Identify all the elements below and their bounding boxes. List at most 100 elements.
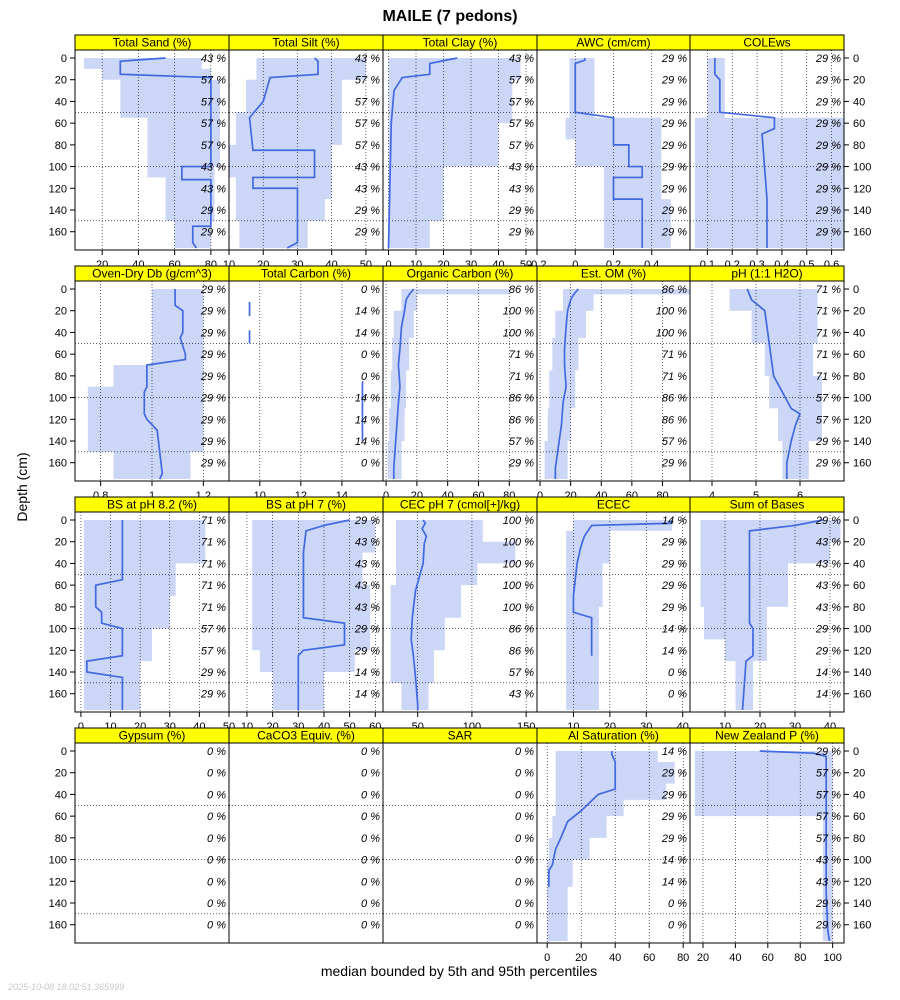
y-tick-label: 60 (853, 118, 865, 130)
pct-label: 43 % (201, 162, 226, 174)
y-tick-label: 0 (853, 746, 859, 758)
pct-label: 29 % (661, 458, 687, 470)
x-tick-label: 0 (544, 952, 550, 964)
pct-label: 0 % (515, 768, 534, 780)
panel-18-strip-label: Al Saturation (%) (568, 729, 659, 743)
y-tick-label: 0 (853, 284, 859, 296)
pct-label: 29 % (661, 537, 687, 549)
panel-18: Al Saturation (%)14 %29 %29 %29 %29 %14 … (536, 727, 691, 964)
panel-13-percentile-band (566, 520, 672, 710)
pct-label: 0 % (361, 898, 380, 910)
y-tick-label: 160 (49, 689, 67, 701)
panel-10-percentile-band (83, 520, 206, 710)
pct-label: 29 % (661, 162, 687, 174)
panel-11: BS at pH 7 (%) 29 % 43 % 43 % 43 % 43 % 29 % 29… (228, 496, 384, 733)
panel-14: Sum of Bases 29 % 43 % 43 % 43 % 43 % 29 % 29 %… (689, 496, 871, 733)
pct-label: 71 % (201, 580, 226, 592)
y-tick-label: 120 (49, 876, 67, 888)
panel-8-strip-label: Est. OM (%) (581, 267, 646, 281)
y-tick-label: 100 (853, 624, 871, 636)
panel-0-median-line (119, 57, 212, 249)
pct-label: 14 % (816, 667, 841, 679)
pct-label: 43 % (355, 162, 380, 174)
pct-label: 29 % (661, 602, 687, 614)
panel-19-median-line (759, 750, 831, 942)
y-tick-label: 0 (61, 53, 67, 65)
pct-label: 86 % (662, 414, 687, 426)
panel-5: Oven-Dry Db (g/cm^3) 29 % 29 % 29 % 29 % 29 %… (49, 265, 230, 502)
pct-label: 86 % (509, 393, 534, 405)
pct-label: 71 % (816, 327, 841, 339)
panel-16-plot-area (229, 804, 383, 915)
y-tick-label: 60 (55, 811, 67, 823)
y-tick-label: 120 (853, 876, 871, 888)
pct-label: 14 % (355, 306, 380, 318)
y-tick-label: 0 (61, 284, 67, 296)
y-tick-label: 160 (853, 689, 871, 701)
y-tick-label: 100 (49, 162, 67, 174)
panel-3-strip-label: AWC (cm/cm) (576, 36, 650, 50)
pct-label: 0 % (361, 789, 380, 801)
panel-13-median-line (572, 520, 673, 656)
y-tick-label: 40 (55, 96, 67, 108)
panel-15-border (74, 742, 230, 944)
pct-label: 0 % (361, 833, 380, 845)
pct-label: 29 % (661, 833, 687, 845)
pct-label: 0 % (207, 920, 226, 932)
pct-label: 43 % (201, 183, 226, 195)
y-tick-label: 20 (55, 537, 67, 549)
pct-label: 14 % (662, 645, 687, 657)
pct-label: 43 % (355, 602, 380, 614)
panel-11-percentile-band (252, 520, 376, 710)
panel-8-percentile-band (543, 289, 690, 479)
y-tick-label: 60 (55, 118, 67, 130)
pct-label: 86 % (509, 645, 534, 657)
pct-label: 29 % (661, 75, 687, 87)
panel-14-strip-label: Sum of Bases (730, 498, 805, 512)
x-tick-label: 5 (753, 490, 759, 502)
pct-label: 100 % (503, 515, 534, 527)
pct-label: 57 % (816, 833, 841, 845)
pct-label: 71 % (201, 558, 226, 570)
pct-label: 0 % (361, 920, 380, 932)
y-tick-label: 40 (853, 96, 865, 108)
pct-label: 29 % (661, 768, 687, 780)
pct-label: 29 % (200, 227, 226, 239)
y-tick-label: 140 (853, 898, 871, 910)
pct-label: 0 % (361, 458, 380, 470)
pct-label: 43 % (816, 876, 841, 888)
pct-label: 29 % (354, 624, 380, 636)
pct-label: 29 % (200, 458, 226, 470)
pct-label: 29 % (661, 558, 687, 570)
y-tick-label: 140 (853, 205, 871, 217)
y-tick-label: 100 (853, 855, 871, 867)
pct-label: 71 % (816, 371, 841, 383)
panels-layer: Total Sand (%) 43 % 57 % 57 % 57 % 57 % 43 % 43… (49, 34, 871, 964)
panel-9-plot-area (690, 281, 844, 481)
y-tick-label: 80 (55, 371, 67, 383)
panel-0-plot-area (75, 50, 229, 250)
y-tick-label: 20 (55, 768, 67, 780)
pct-label: 29 % (200, 414, 226, 426)
panel-9-percentile-band (729, 289, 822, 479)
y-tick-label: 100 (853, 393, 871, 405)
pct-label: 0 % (515, 876, 534, 888)
pct-label: 29 % (815, 436, 841, 448)
x-tick-label: 40 (729, 952, 741, 964)
pct-label: 71 % (662, 371, 687, 383)
pct-label: 100 % (503, 306, 534, 318)
pct-label: 29 % (815, 96, 841, 108)
pct-label: 100 % (656, 327, 687, 339)
pct-label: 29 % (815, 183, 841, 195)
panel-7: Organic Carbon (%) 86 % 100 % 100 % 71 % 71 %… (382, 265, 538, 502)
pct-label: 86 % (509, 414, 534, 426)
y-tick-label: 80 (853, 602, 865, 614)
panel-12: CEC pH 7 (cmol[+]/kg) 100 % 100 % 100 % 100 … (382, 496, 538, 733)
panel-3-plot-area (537, 50, 690, 250)
pct-label: 29 % (661, 183, 687, 195)
x-tick-label: 80 (677, 952, 689, 964)
pct-label: 0 % (361, 349, 380, 361)
y-tick-label: 40 (55, 558, 67, 570)
y-tick-label: 140 (49, 898, 67, 910)
